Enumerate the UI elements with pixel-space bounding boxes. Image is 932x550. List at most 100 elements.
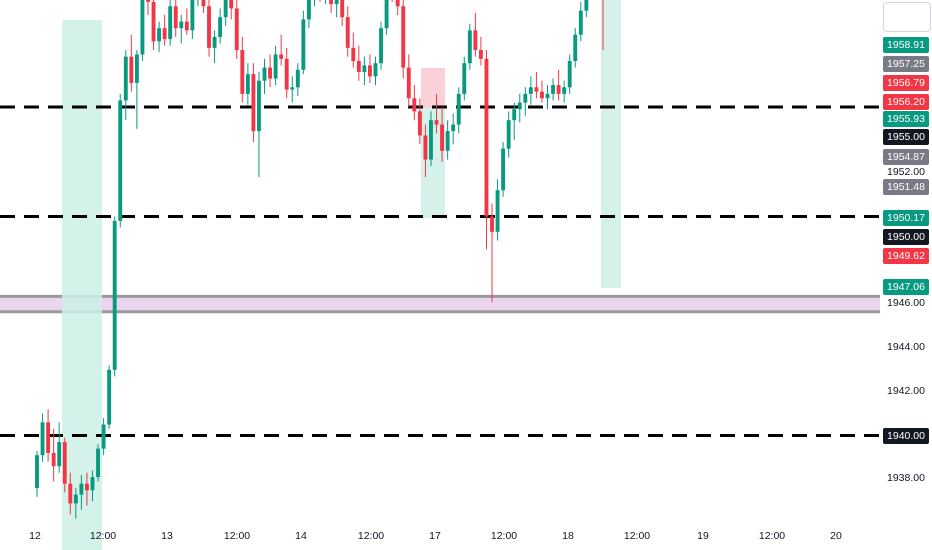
candle-91 <box>534 71 539 99</box>
candle-43 <box>268 54 273 88</box>
candle-57 <box>345 6 350 57</box>
candle-body <box>229 0 234 9</box>
candle-13 <box>101 417 106 456</box>
candle-22 <box>151 0 156 51</box>
candle-body <box>334 0 339 5</box>
candle-20 <box>140 0 145 62</box>
price-axis-label: 1946.00 <box>887 297 925 310</box>
candle-body <box>523 93 528 103</box>
candle-body <box>101 424 106 449</box>
candle-body <box>478 50 483 59</box>
candle-body <box>157 28 162 42</box>
candle-body <box>351 47 356 62</box>
time-axis-label: 18 <box>562 530 574 542</box>
candle-body <box>96 448 100 478</box>
candle-9 <box>79 474 84 510</box>
candle-86 <box>506 111 511 158</box>
time-axis-label: 20 <box>830 530 842 542</box>
candle-body <box>301 19 306 70</box>
price-axis-label: 1942.00 <box>887 384 925 397</box>
time-axis-label: 14 <box>295 530 307 542</box>
candle-body <box>467 30 472 64</box>
candle-21 <box>146 0 150 16</box>
candle-48 <box>295 63 300 97</box>
time-axis-label: 12:00 <box>490 530 518 542</box>
candle-81 <box>478 36 483 66</box>
candle-82 <box>484 50 489 250</box>
price-axis-label: 1952.00 <box>887 165 925 178</box>
candle-55 <box>334 0 339 18</box>
candle-body <box>273 54 278 79</box>
candle-23 <box>157 21 162 53</box>
candle-body <box>401 6 406 68</box>
candle-body <box>201 0 206 7</box>
price-scale-settings-box[interactable] <box>883 2 931 32</box>
candle-body <box>384 0 389 29</box>
candle-31 <box>201 0 206 13</box>
candle-66 <box>395 0 400 16</box>
candle-103 <box>602 0 604 51</box>
candle-51 <box>313 0 315 7</box>
candle-body <box>329 0 334 5</box>
candle-body <box>90 477 95 491</box>
candle-52 <box>319 0 321 2</box>
candle-body <box>584 0 589 11</box>
candle-body <box>417 111 422 136</box>
candle-32 <box>207 0 211 57</box>
candle-99 <box>578 1 583 42</box>
price-tag: 1958.91 <box>883 37 929 53</box>
candle-16 <box>118 93 123 228</box>
candle-body <box>62 442 67 484</box>
bull-zone-box-2 <box>421 108 445 218</box>
candle-1 <box>35 450 39 497</box>
price-tag: 1949.62 <box>883 248 929 264</box>
candle-54 <box>329 0 334 13</box>
candle-85 <box>501 142 506 197</box>
candle-body <box>462 63 467 94</box>
candle-body <box>556 85 561 94</box>
candle-body <box>240 50 245 94</box>
candle-body <box>440 124 445 151</box>
candle-87 <box>512 102 517 140</box>
candle-body <box>173 6 178 29</box>
candle-body <box>234 8 239 51</box>
candle-12 <box>96 444 100 482</box>
candle-11 <box>90 470 95 502</box>
candle-42 <box>262 58 267 94</box>
candle-body <box>367 65 372 77</box>
candle-61 <box>367 54 372 83</box>
candle-body <box>123 56 128 101</box>
candle-body <box>306 0 311 20</box>
candle-59 <box>356 45 361 81</box>
candle-body <box>434 120 439 125</box>
candle-49 <box>301 10 306 75</box>
candle-body <box>168 6 173 40</box>
candle-38 <box>240 36 245 103</box>
candle-71 <box>423 124 428 178</box>
candle-28 <box>184 8 189 35</box>
candle-34 <box>218 8 223 44</box>
candle-27 <box>179 15 184 44</box>
candle-body <box>146 0 150 2</box>
candle-76 <box>451 113 456 145</box>
price-tag: 1956.20 <box>883 94 929 110</box>
candle-body <box>484 58 489 217</box>
price-tag: 1954.87 <box>883 149 929 165</box>
candle-body <box>251 74 256 132</box>
candle-77 <box>456 87 461 134</box>
candle-body <box>356 61 361 72</box>
candle-64 <box>384 0 389 35</box>
candle-33 <box>212 30 217 64</box>
candle-37 <box>234 0 239 59</box>
candle-84 <box>495 179 500 241</box>
candle-body <box>268 67 273 79</box>
candle-15 <box>112 216 117 377</box>
candle-36 <box>229 0 234 20</box>
candle-4 <box>51 428 56 482</box>
candle-body <box>395 0 400 7</box>
candle-body <box>212 36 217 48</box>
candle-98 <box>573 28 578 68</box>
time-axis-label: 12:00 <box>623 530 651 542</box>
